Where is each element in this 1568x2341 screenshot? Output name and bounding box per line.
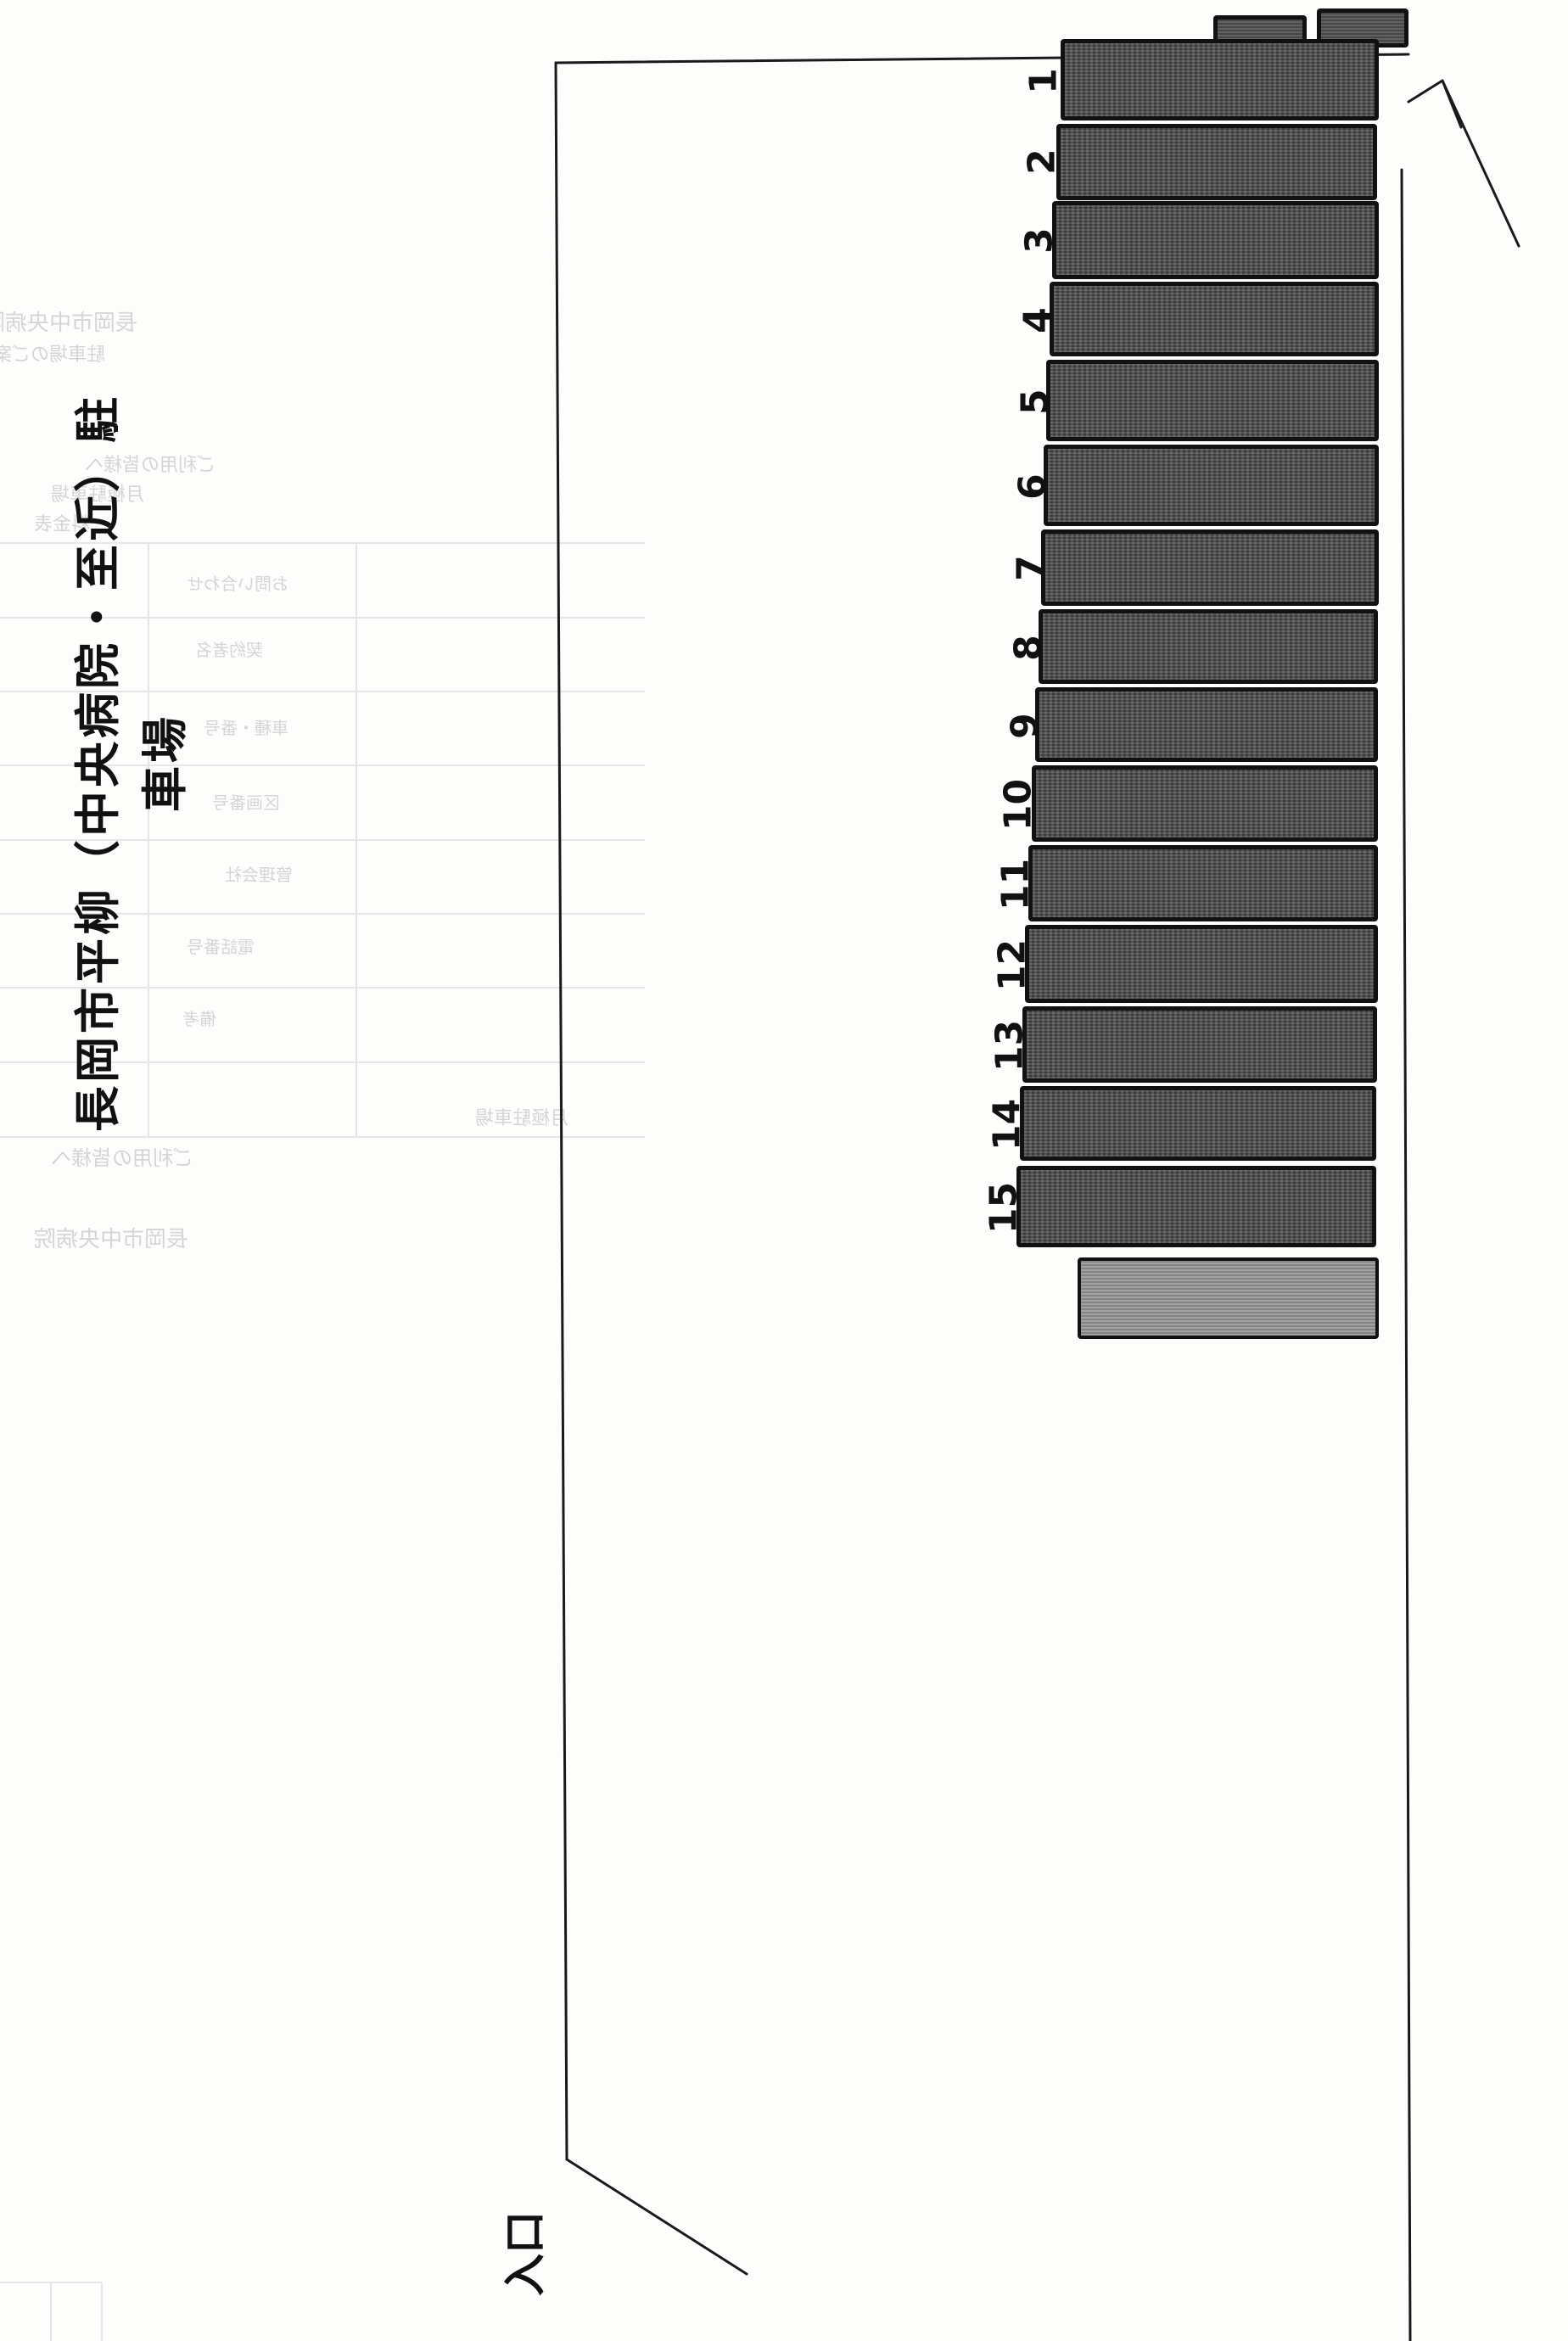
stall-number: 15 xyxy=(982,1181,1026,1235)
page-title: 長岡市平柳（中央病院・至近）駐車場 xyxy=(71,394,192,1132)
stall-number: 12 xyxy=(990,938,1034,992)
stall-number: 13 xyxy=(988,1019,1032,1072)
parking-stall[interactable] xyxy=(1032,765,1378,842)
parking-stall[interactable] xyxy=(1020,1086,1376,1161)
stall-number: 5 xyxy=(1013,389,1057,415)
parking-stall[interactable] xyxy=(1052,201,1379,279)
stall-number: 4 xyxy=(1016,307,1060,333)
parking-stall[interactable] xyxy=(1061,39,1379,120)
stall-number: 14 xyxy=(985,1098,1029,1151)
handwritten-note: 簡易ブロックは近道になれば、どうぞ、但し、 ケガ等一切、自己責任でお願いします。 xyxy=(1561,44,1568,721)
entrance-label: 入口 xyxy=(501,2211,550,2296)
stall-number: 2 xyxy=(1020,148,1064,175)
parking-stall[interactable] xyxy=(1041,529,1379,606)
stall-number: 10 xyxy=(996,778,1040,832)
parking-stall[interactable] xyxy=(1078,1257,1379,1339)
stall-number: 8 xyxy=(1006,635,1050,661)
stall-number: 11 xyxy=(994,858,1038,911)
parking-stall[interactable] xyxy=(1035,687,1378,762)
parking-stall[interactable] xyxy=(1022,1006,1377,1083)
stall-number: 9 xyxy=(1003,713,1047,739)
stall-number: 6 xyxy=(1011,473,1055,500)
stall-number: 7 xyxy=(1009,555,1053,581)
parking-stall[interactable] xyxy=(1016,1166,1376,1247)
parking-stall[interactable] xyxy=(1025,925,1378,1003)
stall-number: 3 xyxy=(1017,227,1061,254)
parking-stall[interactable] xyxy=(1050,282,1379,356)
parking-stall[interactable] xyxy=(1046,360,1379,441)
parking-stall[interactable] xyxy=(1056,124,1377,200)
stall-number: 1 xyxy=(1022,68,1066,94)
parking-stall[interactable] xyxy=(1028,845,1378,921)
parking-stall[interactable] xyxy=(1044,445,1379,526)
parking-stall[interactable] xyxy=(1039,609,1378,684)
note-line: 簡易ブロックは近道になれば、どうぞ、但し、 xyxy=(1561,44,1568,721)
top-block xyxy=(1317,8,1408,48)
